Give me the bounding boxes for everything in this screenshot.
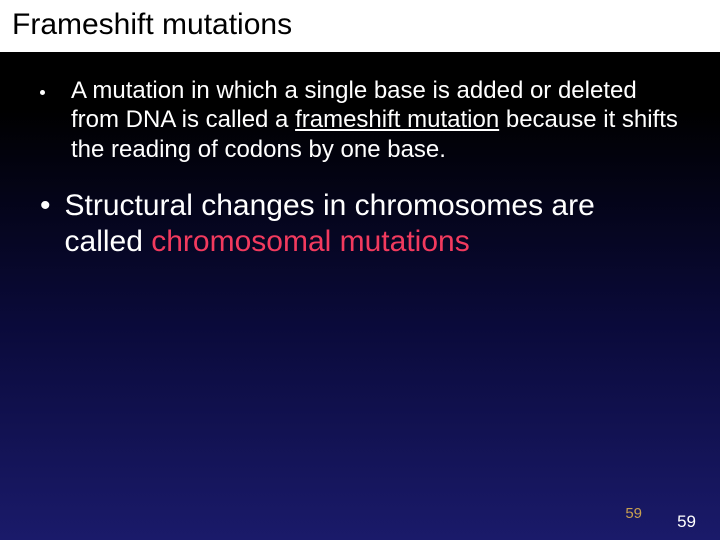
bullet-marker-icon xyxy=(40,90,45,95)
bullet-text: Structural changes in chromosomes are ca… xyxy=(65,188,680,260)
bullet-underlined: frameshift mutation xyxy=(295,106,499,133)
content-area: A mutation in which a single base is add… xyxy=(0,52,720,260)
bullet-item: • Structural changes in chromosomes are … xyxy=(40,188,680,260)
page-number-outer: 59 xyxy=(677,512,696,532)
bullet-text: A mutation in which a single base is add… xyxy=(71,76,680,164)
bullet-marker-icon: • xyxy=(40,188,51,224)
title-bar: Frameshift mutations xyxy=(0,0,720,52)
slide-title: Frameshift mutations xyxy=(12,8,708,42)
bullet-highlight: chromosomal mutations xyxy=(151,225,469,258)
page-number-inner: 59 xyxy=(625,505,642,522)
bullet-item: A mutation in which a single base is add… xyxy=(40,76,680,164)
